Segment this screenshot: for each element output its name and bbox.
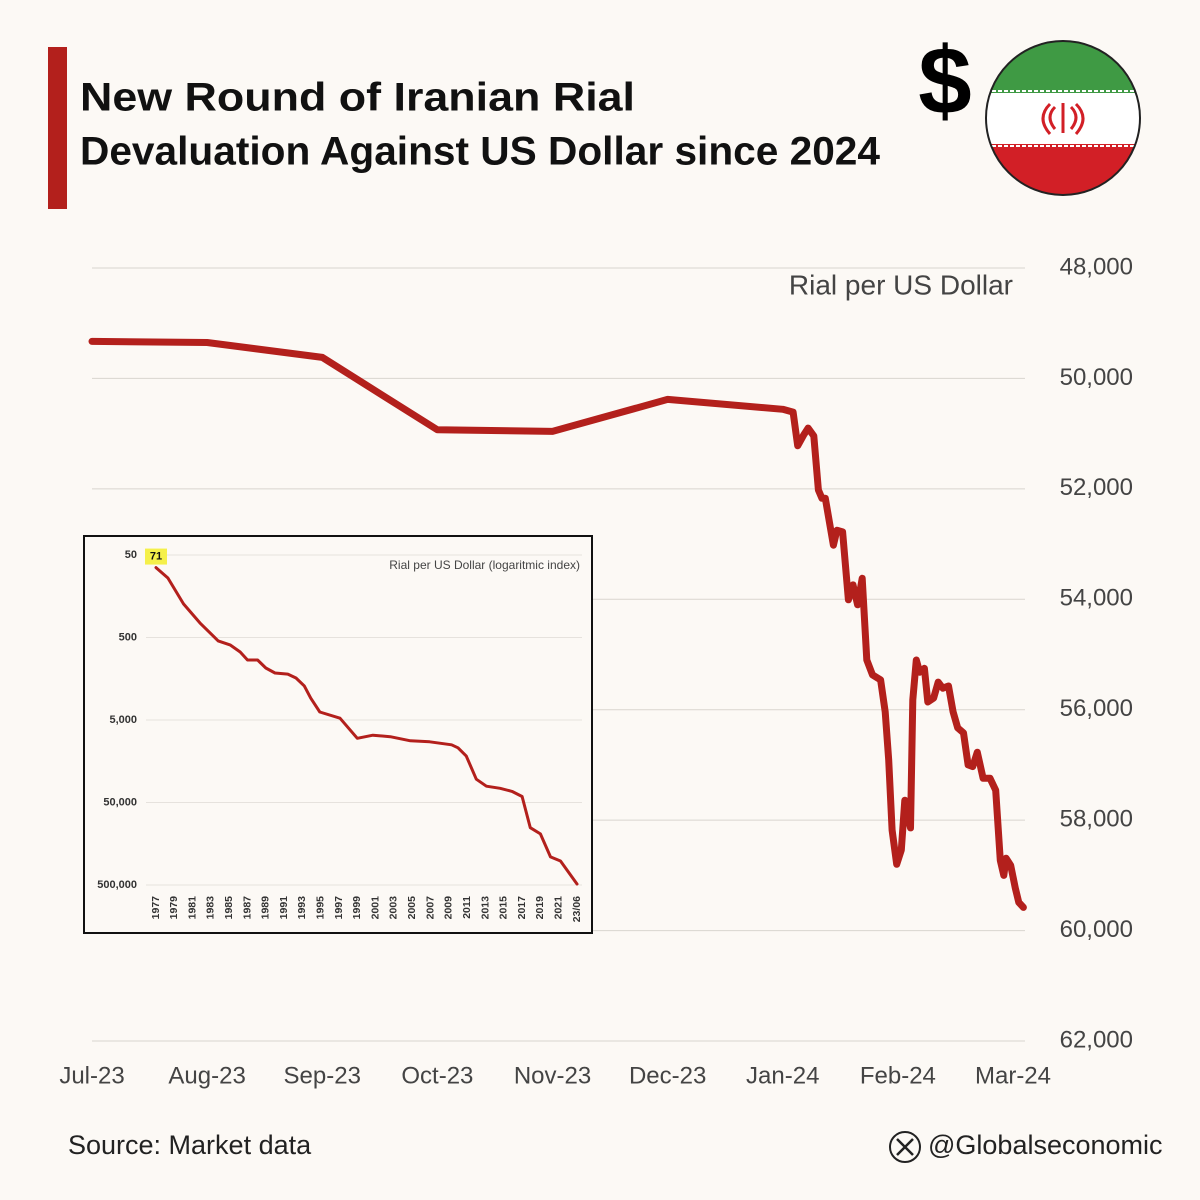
y-tick-label: 60,000 <box>1060 916 1133 943</box>
x-tick-label: 2017 <box>516 896 528 920</box>
y-tick-label: 500,000 <box>97 879 137 891</box>
x-tick-label: Jul-23 <box>59 1062 124 1089</box>
x-tick-label: 23/06 <box>571 896 583 922</box>
x-tick-label: Sep-23 <box>284 1062 361 1089</box>
x-tick-label: 2001 <box>369 896 381 920</box>
data-line <box>154 566 579 886</box>
x-logo <box>889 1131 921 1163</box>
y-tick-label: 58,000 <box>1060 805 1133 832</box>
x-tick-label: 1987 <box>241 896 253 920</box>
y-tick-label: 54,000 <box>1060 585 1133 612</box>
x-tick-label: 1993 <box>296 896 308 920</box>
x-tick-label: 1977 <box>150 896 162 920</box>
iran-flag <box>985 40 1141 196</box>
x-tick-label: 1981 <box>186 896 198 920</box>
y-tick-label: 50,000 <box>103 796 137 808</box>
x-tick-label: 2005 <box>406 896 418 920</box>
dollar-symbol: $ <box>918 27 971 134</box>
x-tick-label: Nov-23 <box>514 1062 591 1089</box>
y-tick-label: 50 <box>125 549 137 561</box>
x-tick-label: Mar-24 <box>975 1062 1051 1089</box>
chart-title: New Round of Iranian Rial <box>80 76 635 120</box>
credit: @Globalseconomic <box>928 1130 1163 1160</box>
x-tick-label: Jan-24 <box>746 1062 819 1089</box>
x-tick-label: 2015 <box>498 896 510 920</box>
y-tick-label: 52,000 <box>1060 474 1133 501</box>
y-axis-label: Rial per US Dollar <box>789 269 1013 300</box>
y-tick-label: 48,000 <box>1060 253 1133 280</box>
x-tick-label: 2019 <box>534 896 546 920</box>
x-tick-label: 1991 <box>278 896 290 920</box>
y-tick-label: 56,000 <box>1060 695 1133 722</box>
y-tick-label: 500 <box>119 631 137 643</box>
x-tick-label: 1995 <box>315 896 327 920</box>
x-tick-label: 2003 <box>388 896 400 920</box>
x-tick-label: Dec-23 <box>629 1062 706 1089</box>
chart-title: Devaluation Against US Dollar since 2024 <box>80 130 881 174</box>
annotation-highlight <box>145 548 167 565</box>
x-tick-label: 1999 <box>351 896 363 920</box>
x-tick-label: Feb-24 <box>860 1062 936 1089</box>
y-tick-label: 5,000 <box>109 714 137 726</box>
x-tick-label: 1985 <box>223 896 235 920</box>
x-tick-label: 2013 <box>479 896 491 920</box>
data-line <box>88 337 1027 911</box>
accent-bar <box>48 47 67 209</box>
inset-axis-label: Rial per US Dollar (logaritmic index) <box>389 558 580 572</box>
inset-frame <box>83 535 593 934</box>
x-tick-label: 1983 <box>205 896 217 920</box>
x-tick-label: Oct-23 <box>401 1062 473 1089</box>
x-tick-label: 1997 <box>333 896 345 920</box>
x-tick-label: 1989 <box>260 896 272 920</box>
x-tick-label: Aug-23 <box>168 1062 245 1089</box>
x-tick-label: 1979 <box>168 896 180 920</box>
y-tick-label: 50,000 <box>1060 364 1133 391</box>
x-tick-label: 2007 <box>424 896 436 920</box>
annotation: 71 <box>150 550 162 562</box>
source-note: Source: Market data <box>68 1130 312 1160</box>
x-tick-label: 2009 <box>443 896 455 920</box>
x-tick-label: 2011 <box>461 896 473 919</box>
y-tick-label: 62,000 <box>1060 1026 1133 1053</box>
x-tick-label: 2021 <box>552 896 564 920</box>
